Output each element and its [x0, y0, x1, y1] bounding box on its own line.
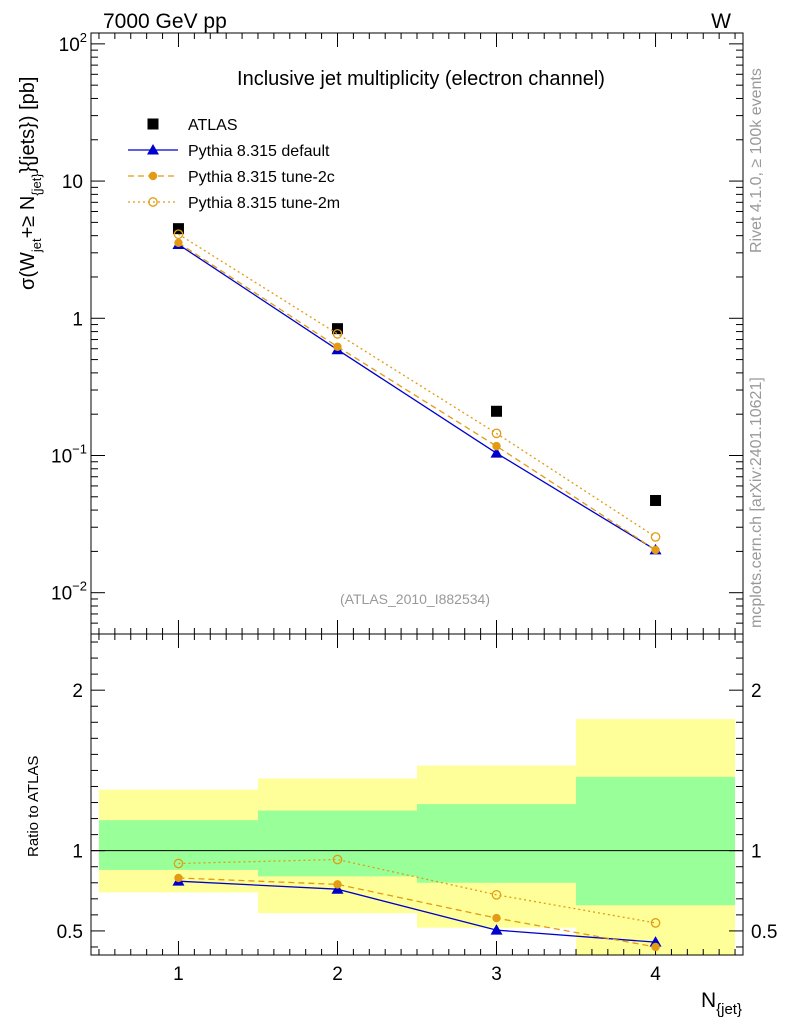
y-tick-label: 1: [72, 842, 83, 863]
legend-label: Pythia 8.315 default: [188, 143, 330, 160]
green-band: [417, 804, 577, 883]
x-tick-label: 3: [491, 964, 502, 985]
energy-label: 7000 GeV pp: [103, 10, 227, 33]
y-tick-label: 10−2: [51, 579, 87, 605]
y-tick-label: 10−1: [51, 441, 87, 467]
y-tick-label: 1: [751, 842, 762, 863]
x-tick-label: 2: [332, 964, 343, 985]
data-point: [650, 532, 661, 542]
ratio-y-axis-label: Ratio to ATLAS: [25, 756, 42, 857]
data-point: [491, 428, 502, 439]
y-tick-label: 0.5: [57, 922, 83, 943]
rivet-label: Rivet 4.1.0, ≥ 100k events: [748, 68, 765, 253]
legend-label: Pythia 8.315 tune-2m: [188, 195, 340, 212]
ratio-point: [173, 858, 184, 869]
ratio-point: [333, 880, 342, 889]
data-point: [173, 229, 184, 240]
y-tick-label: 2: [72, 681, 83, 702]
y-tick-label: 2: [751, 681, 762, 702]
y-tick-label: 0.5: [751, 922, 777, 943]
y-tick-label: 102: [59, 30, 87, 56]
series-line: [178, 233, 656, 538]
ratio-point: [492, 913, 501, 923]
ratio-series: [172, 854, 662, 952]
legend-marker: [148, 171, 158, 181]
data-point: [491, 405, 503, 417]
ratio-uncertainty-bands: [98, 719, 736, 955]
legend-marker: [148, 197, 158, 207]
ratio-point: [174, 873, 183, 883]
data-point: [490, 447, 503, 458]
series-line: [178, 243, 656, 551]
ratio-point: [649, 936, 662, 947]
x-tick-label: 4: [650, 964, 661, 985]
ratio-point: [491, 889, 502, 900]
data-point: [332, 329, 343, 339]
legend-marker: [147, 144, 159, 155]
ratio-point: [490, 924, 503, 935]
analysis-id: (ATLAS_2010_I882534): [340, 591, 490, 607]
green-band: [576, 776, 736, 906]
y-tick-label: 10: [62, 172, 83, 193]
legend: ATLAS Pythia 8.315 default Pythia 8.315 tu…: [128, 117, 340, 212]
series-line: [178, 242, 656, 551]
data-point: [492, 441, 501, 451]
data-point: [651, 545, 660, 555]
data-point: [172, 223, 184, 235]
data-point: [650, 494, 662, 506]
main-y-axis-label: σ(Wjet+≥ N{jet}}{jets}) [pb]: [17, 77, 44, 290]
chart-title: Inclusive jet multiplicity (electron cha…: [237, 68, 605, 90]
x-axis-label: N{jet}: [701, 989, 742, 1018]
ratio-point: [650, 918, 661, 928]
x-tick-label: 1: [173, 964, 184, 985]
ratio-point: [332, 854, 343, 865]
green-band: [98, 820, 258, 870]
data-point: [174, 238, 183, 247]
data-point: [333, 342, 342, 351]
data-point: [331, 323, 343, 335]
y-tick-label: 1: [72, 309, 83, 330]
main-series: [172, 223, 662, 555]
ratio-series-line: [178, 858, 656, 924]
source-label: mcplots.cern.ch [arXiv:2401.10621]: [748, 377, 765, 628]
ratio-series-line: [178, 880, 656, 943]
legend-label: Pythia 8.315 tune-2c: [188, 169, 335, 186]
legend-label: ATLAS: [188, 117, 238, 134]
ratio-series-line: [178, 877, 656, 948]
legend-marker: [147, 118, 159, 130]
ratio-axes: 0.5 0.5 1 1 2 2 1 2 3 4: [57, 633, 777, 985]
green-band: [257, 810, 417, 877]
process-label: W: [711, 10, 731, 33]
ratio-point: [651, 942, 660, 952]
